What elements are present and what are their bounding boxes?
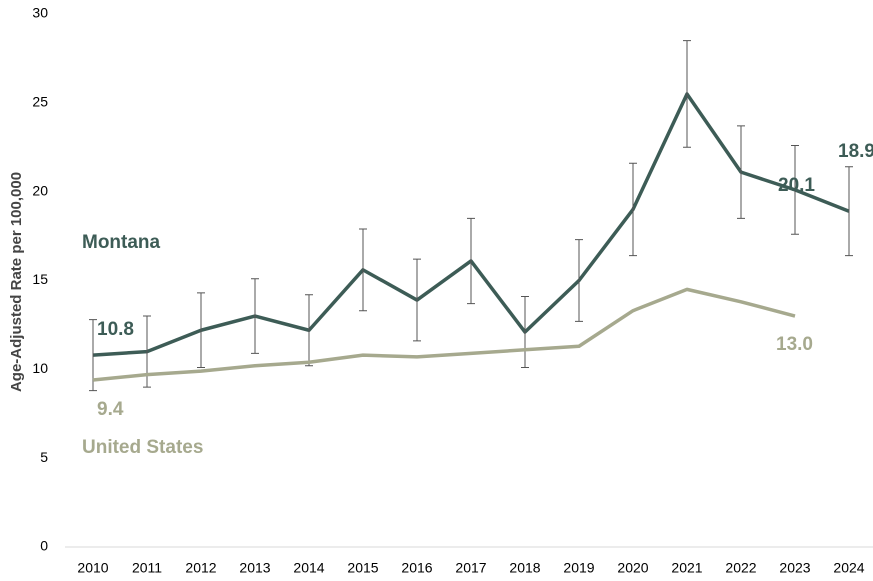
x-tick-label: 2015: [347, 560, 378, 576]
data-label: 10.8: [97, 319, 134, 340]
y-tick-label: 0: [40, 538, 48, 554]
series-label: United States: [82, 437, 203, 458]
data-label: 18.9: [838, 141, 873, 162]
x-tick-label: 2020: [617, 560, 648, 576]
error-bar: [305, 294, 313, 367]
x-tick-label: 2024: [833, 560, 864, 576]
x-tick-label: 2017: [455, 560, 486, 576]
y-tick-label: 30: [32, 5, 48, 21]
error-bar: [845, 166, 853, 257]
x-tick-label: 2019: [563, 560, 594, 576]
x-tick-label: 2018: [509, 560, 540, 576]
error-bar: [737, 125, 745, 219]
x-tick-label: 2023: [779, 560, 810, 576]
x-tick-label: 2016: [401, 560, 432, 576]
error-bar: [575, 239, 583, 322]
error-bar: [251, 278, 259, 354]
x-tick-label: 2012: [185, 560, 216, 576]
x-tick-label: 2021: [671, 560, 702, 576]
series-label: Montana: [82, 232, 161, 253]
series-line: [92, 287, 796, 382]
error-bar: [197, 292, 205, 369]
error-bar: [359, 228, 367, 312]
x-tick-label: 2011: [132, 560, 162, 576]
y-tick-label: 15: [32, 271, 48, 287]
error-bar: [521, 295, 529, 369]
x-tick-label: 2013: [239, 560, 270, 576]
y-tick-label: 20: [32, 182, 48, 198]
x-tick-label: 2014: [293, 560, 324, 576]
x-tick-label: 2010: [77, 560, 108, 576]
error-bar: [791, 144, 799, 235]
error-bar: [683, 40, 691, 148]
y-axis-label: Age-Adjusted Rate per 100,000: [8, 172, 25, 392]
data-label: 9.4: [97, 399, 124, 420]
y-tick-label: 25: [32, 94, 48, 110]
error-bar: [629, 162, 637, 257]
error-bar: [467, 217, 475, 305]
error-bar: [413, 258, 421, 342]
data-label: 20.1: [778, 175, 815, 196]
y-tick-label: 10: [32, 360, 48, 376]
y-tick-label: 5: [40, 449, 48, 465]
x-tick-label: 2022: [725, 560, 756, 576]
data-label: 13.0: [776, 334, 813, 355]
